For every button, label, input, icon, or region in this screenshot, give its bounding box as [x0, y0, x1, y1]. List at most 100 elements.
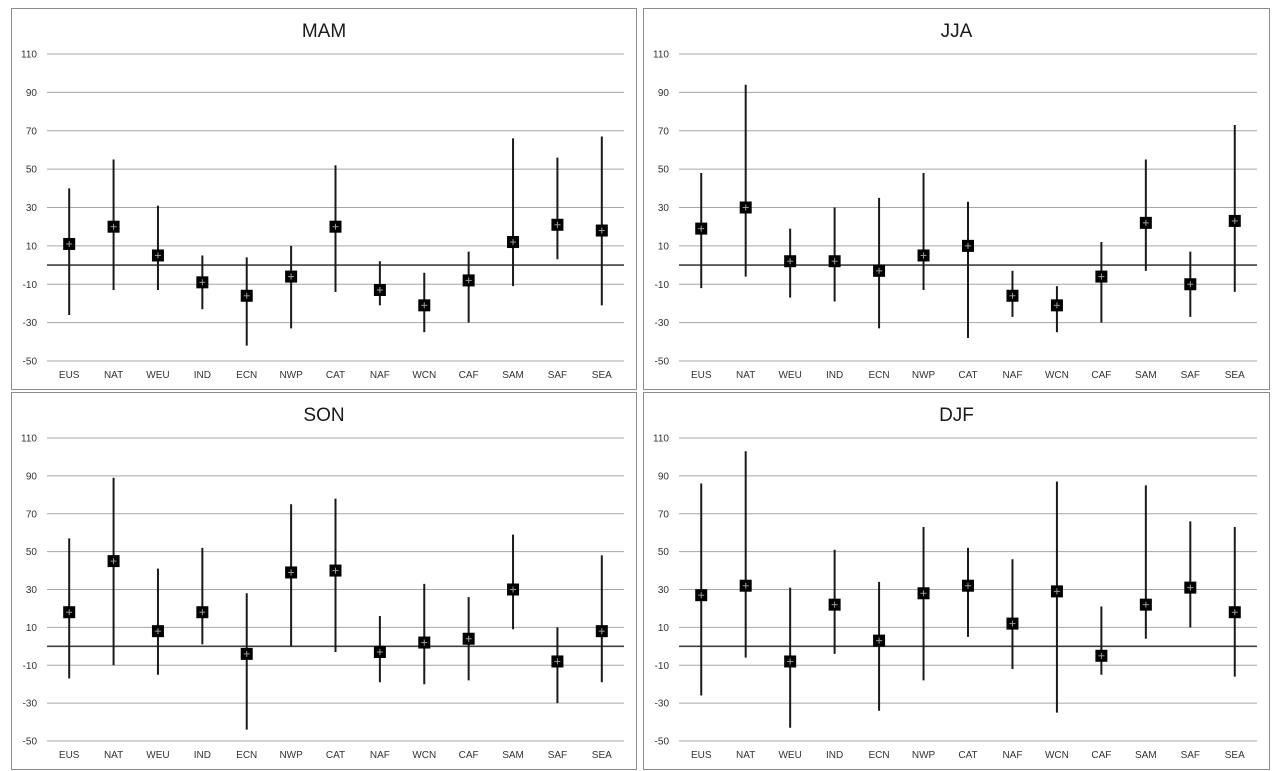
y-tick-label: 110: [21, 434, 37, 445]
x-tick-label-weu: WEU: [778, 750, 801, 761]
y-tick-label: -50: [655, 357, 670, 368]
x-tick-label-nat: NAT: [736, 750, 755, 761]
x-tick-label-saf: SAF: [548, 370, 567, 381]
x-tick-label-nwp: NWP: [912, 750, 936, 761]
chart-panel-djf: DJF -50 -30 -10 10 30 50 70 90 110 EUS NAT WEU IND ECN…: [643, 392, 1270, 770]
y-tick-label: 70: [26, 126, 38, 137]
y-tick-label: -50: [23, 357, 38, 368]
y-tick-label: 10: [658, 623, 670, 634]
chart-title: JJA: [941, 21, 973, 42]
x-tick-label-wcn: WCN: [412, 370, 436, 381]
x-tick-label-naf: NAF: [1002, 750, 1022, 761]
y-tick-label: 70: [658, 126, 670, 137]
x-tick-label-naf: NAF: [370, 370, 390, 381]
chart-son: SON -50 -30 -10 10 30 50 70 90 110 EUS NAT WEU IND ECN…: [21, 405, 624, 761]
y-tick-label: -10: [655, 661, 670, 672]
x-tick-label-nat: NAT: [736, 370, 755, 381]
chart-title: SON: [303, 405, 344, 426]
chart-panel-mam: MAM -50 -30 -10 10 30 50 70 90 110 EUS NAT WEU IND ECN…: [11, 8, 637, 390]
y-tick-label: -30: [655, 699, 670, 710]
x-tick-label-ind: IND: [194, 370, 211, 381]
x-tick-label-eus: EUS: [691, 370, 712, 381]
x-tick-label-ecn: ECN: [236, 750, 257, 761]
chart-panel-son: SON -50 -30 -10 10 30 50 70 90 110 EUS NAT WEU IND ECN…: [11, 392, 637, 770]
x-tick-label-caf: CAF: [459, 370, 479, 381]
x-tick-label-weu: WEU: [146, 750, 169, 761]
y-tick-label: 90: [658, 88, 670, 99]
y-tick-label: -30: [655, 318, 670, 329]
y-tick-label: 30: [658, 585, 670, 596]
chart-jja: JJA -50 -30 -10 10 30 50 70 90 110 EUS NAT WEU IND ECN…: [653, 21, 1257, 381]
y-tick-label: 30: [658, 203, 670, 214]
y-tick-label: 50: [26, 165, 38, 176]
x-tick-label-nwp: NWP: [279, 370, 303, 381]
x-tick-label-ind: IND: [194, 750, 211, 761]
x-tick-label-cat: CAT: [958, 750, 977, 761]
x-tick-label-sam: SAM: [502, 370, 524, 381]
x-tick-label-ecn: ECN: [869, 750, 890, 761]
y-tick-label: -50: [23, 737, 38, 748]
y-tick-label: 50: [658, 547, 670, 558]
x-tick-label-cat: CAT: [326, 370, 345, 381]
y-tick-label: -30: [23, 699, 38, 710]
x-tick-label-sam: SAM: [1135, 370, 1157, 381]
y-tick-label: 70: [26, 509, 38, 520]
x-tick-label-sea: SEA: [1225, 750, 1245, 761]
x-tick-label-naf: NAF: [1002, 370, 1022, 381]
y-tick-label: 90: [26, 471, 38, 482]
y-tick-label: -10: [23, 661, 38, 672]
y-tick-label: -50: [655, 737, 670, 748]
x-tick-label-caf: CAF: [459, 750, 479, 761]
y-tick-label: -10: [655, 280, 670, 291]
y-tick-label: 110: [21, 50, 37, 61]
chart-panel-jja: JJA -50 -30 -10 10 30 50 70 90 110 EUS NAT WEU IND ECN…: [643, 8, 1270, 390]
x-tick-label-saf: SAF: [548, 750, 567, 761]
x-tick-label-naf: NAF: [370, 750, 390, 761]
x-tick-label-cat: CAT: [958, 370, 977, 381]
x-tick-label-cat: CAT: [326, 750, 345, 761]
x-tick-label-ind: IND: [826, 370, 843, 381]
x-tick-label-saf: SAF: [1181, 750, 1200, 761]
y-tick-label: 70: [658, 509, 670, 520]
y-tick-label: 10: [26, 241, 38, 252]
x-tick-label-sea: SEA: [592, 750, 612, 761]
x-tick-label-wcn: WCN: [1045, 750, 1069, 761]
x-tick-label-ecn: ECN: [869, 370, 890, 381]
y-tick-label: 90: [658, 471, 670, 482]
x-tick-label-weu: WEU: [778, 370, 801, 381]
x-tick-label-eus: EUS: [59, 370, 80, 381]
y-tick-label: 30: [26, 585, 38, 596]
x-tick-label-caf: CAF: [1091, 370, 1111, 381]
y-tick-label: 30: [26, 203, 38, 214]
x-tick-label-eus: EUS: [59, 750, 80, 761]
x-tick-label-nat: NAT: [104, 370, 123, 381]
x-tick-label-saf: SAF: [1181, 370, 1200, 381]
x-tick-label-sam: SAM: [1135, 750, 1157, 761]
x-tick-label-wcn: WCN: [1045, 370, 1069, 381]
x-tick-label-caf: CAF: [1091, 750, 1111, 761]
y-tick-label: 10: [26, 623, 38, 634]
y-tick-label: 110: [653, 50, 669, 61]
y-tick-label: 50: [26, 547, 38, 558]
x-tick-label-ind: IND: [826, 750, 843, 761]
y-tick-label: 90: [26, 88, 38, 99]
y-tick-label: -30: [23, 318, 38, 329]
x-tick-label-weu: WEU: [146, 370, 169, 381]
x-tick-label-nat: NAT: [104, 750, 123, 761]
y-tick-label: -10: [23, 280, 38, 291]
x-tick-label-sea: SEA: [592, 370, 612, 381]
chart-mam: MAM -50 -30 -10 10 30 50 70 90 110 EUS NAT WEU IND ECN…: [21, 21, 624, 381]
x-tick-label-eus: EUS: [691, 750, 712, 761]
x-tick-label-sea: SEA: [1225, 370, 1245, 381]
x-tick-label-sam: SAM: [502, 750, 524, 761]
chart-title: MAM: [302, 21, 346, 42]
x-tick-label-wcn: WCN: [412, 750, 436, 761]
x-tick-label-nwp: NWP: [279, 750, 303, 761]
x-tick-label-ecn: ECN: [236, 370, 257, 381]
chart-djf: DJF -50 -30 -10 10 30 50 70 90 110 EUS NAT WEU IND ECN…: [653, 405, 1257, 761]
y-tick-label: 10: [658, 241, 670, 252]
chart-title: DJF: [939, 405, 974, 426]
y-tick-label: 50: [658, 165, 670, 176]
y-tick-label: 110: [653, 434, 669, 445]
x-tick-label-nwp: NWP: [912, 370, 936, 381]
